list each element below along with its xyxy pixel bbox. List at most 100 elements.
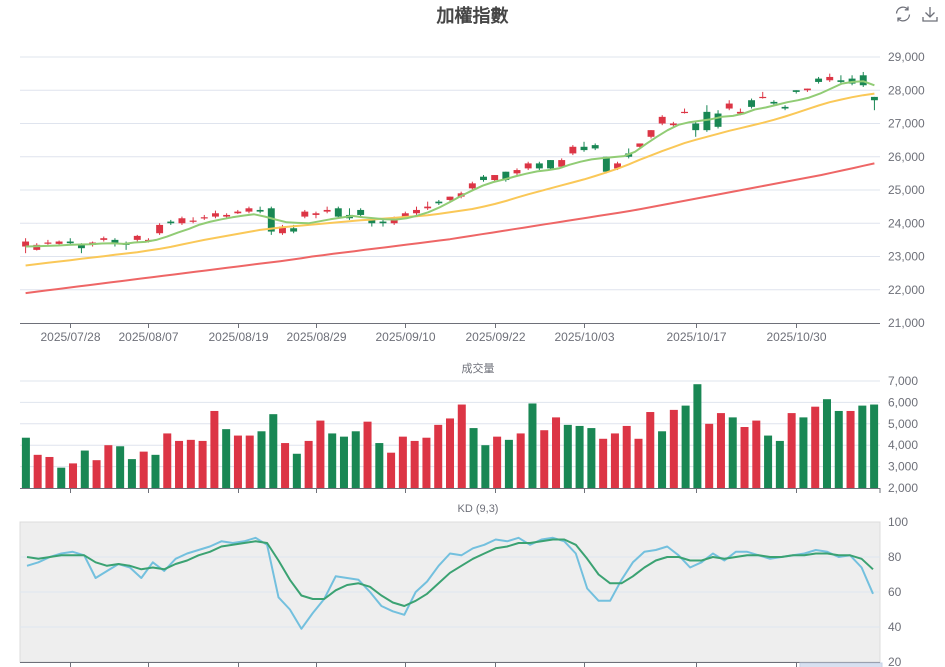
y-axis-label: 40	[888, 620, 902, 634]
volume-bar	[328, 433, 337, 488]
candle-body	[859, 75, 867, 86]
candle-body	[44, 242, 52, 244]
candle-body	[100, 238, 108, 240]
volume-bar	[45, 456, 54, 488]
volume-bar	[634, 438, 643, 488]
candle-body	[424, 206, 432, 209]
y-axis-label: 80	[888, 550, 902, 564]
volume-bar	[693, 384, 702, 488]
candle-body	[22, 241, 30, 247]
y-axis-label: 2,000	[888, 481, 918, 495]
datazoom-slider[interactable]	[799, 662, 883, 667]
volume-bar	[222, 429, 231, 488]
candle-body	[468, 183, 476, 189]
candle-body	[234, 211, 242, 214]
candle-body	[301, 211, 309, 217]
y-axis-label: 7,000	[888, 374, 918, 388]
candle-body	[401, 213, 409, 217]
volume-bar	[528, 403, 537, 488]
volume-bar	[57, 467, 66, 488]
candle-body	[178, 218, 186, 224]
download-icon[interactable]	[920, 4, 940, 24]
volume-bar	[799, 417, 808, 488]
volume-bar	[127, 459, 136, 488]
volume-bar	[33, 454, 42, 488]
volume-bar	[764, 435, 773, 488]
y-axis-label: 5,000	[888, 417, 918, 431]
volume-bar	[245, 435, 254, 488]
volume-bar	[457, 404, 466, 488]
volume-bar	[775, 440, 784, 488]
volume-bar	[21, 437, 30, 488]
volume-bar	[599, 438, 608, 488]
candle-body	[256, 209, 264, 212]
volume-bar	[716, 413, 725, 488]
volume-bar	[504, 439, 513, 488]
candle-body	[167, 221, 175, 224]
candle-body	[558, 160, 566, 167]
candle-body	[211, 213, 219, 217]
candle-body	[826, 76, 834, 81]
candle-body	[692, 123, 700, 131]
volume-bar	[304, 440, 313, 488]
candle-body	[636, 143, 644, 147]
volume-title: 成交量	[462, 361, 495, 375]
volume-bar	[540, 430, 549, 488]
volume-bar	[210, 410, 219, 488]
candle-body	[55, 241, 63, 244]
volume-bar	[363, 421, 372, 488]
candle-body	[714, 113, 722, 127]
volume-bar	[151, 454, 160, 488]
volume-bar	[69, 463, 78, 488]
candle-body	[133, 235, 141, 240]
y-axis-label: 3,000	[888, 460, 918, 474]
y-axis-label: 29,000	[888, 50, 925, 64]
x-axis-label: 2025/08/19	[208, 330, 268, 344]
candle-body	[435, 201, 443, 204]
volume-bar	[622, 425, 631, 488]
volume-bar	[658, 431, 667, 488]
candle-body	[870, 96, 878, 101]
x-axis-label: 2025/08/29	[286, 330, 346, 344]
candle-body	[614, 163, 621, 169]
volume-bar	[351, 431, 360, 488]
y-axis-label: 21,000	[888, 316, 925, 330]
candle-body	[725, 103, 733, 109]
refresh-icon[interactable]	[893, 4, 913, 24]
volume-bar	[740, 427, 749, 488]
y-axis-label: 24,000	[888, 216, 925, 230]
volume-bar	[834, 410, 843, 488]
candle-body	[770, 101, 778, 104]
candle-body	[267, 208, 275, 232]
volume-bar	[516, 433, 525, 488]
candle-body	[379, 221, 387, 224]
x-axis-label: 2025/08/07	[118, 330, 178, 344]
volume-bar	[705, 423, 714, 488]
volume-bar	[787, 413, 796, 488]
candle-body	[111, 239, 119, 244]
candle-body	[156, 224, 164, 234]
candle-body	[602, 156, 610, 172]
y-axis-label: 26,000	[888, 150, 925, 164]
volume-bar	[387, 452, 396, 488]
y-axis-label: 100	[888, 515, 908, 529]
volume-bar	[139, 451, 148, 488]
candle-body	[658, 116, 666, 124]
candle-body	[446, 196, 454, 200]
volume-bar	[80, 450, 89, 488]
candle-body	[580, 146, 588, 151]
volume-bar	[445, 418, 455, 488]
candle-body	[290, 228, 298, 232]
volume-bar	[434, 424, 443, 488]
volume-bar	[846, 410, 855, 488]
candle-body	[200, 217, 208, 219]
volume-bar	[552, 417, 561, 488]
volume-bar	[175, 440, 184, 488]
volume-bar	[681, 405, 690, 488]
volume-bar	[398, 436, 407, 488]
candle-body	[569, 146, 577, 154]
volume-bar	[104, 445, 113, 488]
candle-body	[189, 220, 197, 222]
candle-body	[792, 90, 800, 92]
